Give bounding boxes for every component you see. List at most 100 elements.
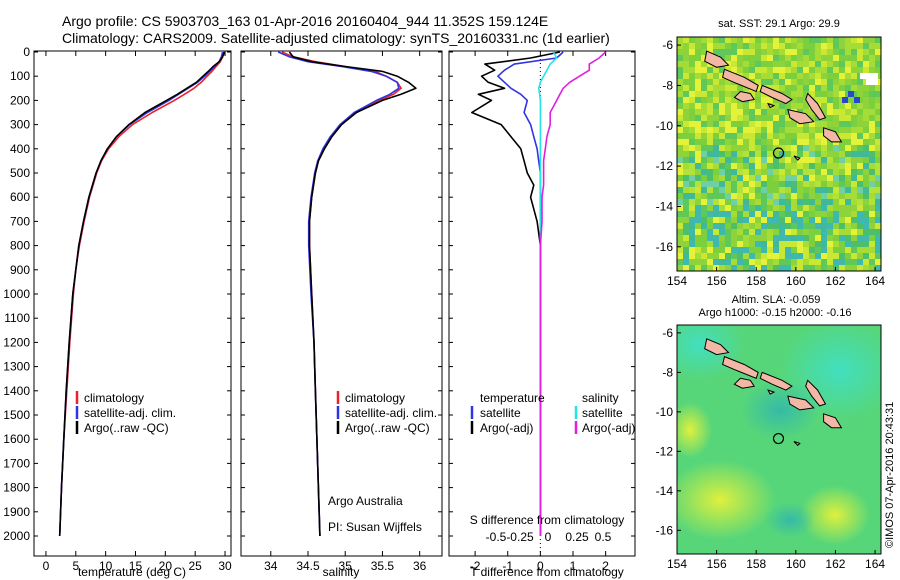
sst-cell <box>857 175 863 181</box>
sst-cell <box>791 121 797 127</box>
sst-cell <box>731 97 737 103</box>
sst-cell <box>815 55 821 61</box>
sst-cell <box>797 217 803 223</box>
sst-cell <box>737 127 743 133</box>
sst-cell <box>737 139 743 145</box>
sst-cell <box>833 115 839 121</box>
sst-cell-missing <box>860 73 866 79</box>
y-tick-label: 1700 <box>3 456 30 470</box>
sst-cell <box>719 247 725 253</box>
sst-cell <box>839 181 845 187</box>
sst-cell <box>761 109 767 115</box>
sst-cell <box>677 253 683 259</box>
sst-cell <box>689 139 695 145</box>
sst-cell <box>857 133 863 139</box>
sst-cell <box>803 163 809 169</box>
sst-cell <box>851 43 857 49</box>
sst-cell <box>713 169 719 175</box>
sst-cell <box>731 211 737 217</box>
sst-cell <box>791 151 797 157</box>
sst-cell <box>677 259 683 265</box>
sst-cell <box>683 223 689 229</box>
sst-cell <box>845 265 851 271</box>
map-x-tick-label: 158 <box>746 274 766 288</box>
sst-cell <box>707 163 713 169</box>
sst-cell <box>713 217 719 223</box>
sst-cell <box>731 181 737 187</box>
sst-cell <box>869 223 875 229</box>
sst-cell <box>701 37 707 43</box>
sst-cell <box>851 265 857 271</box>
sst-cell <box>683 247 689 253</box>
sst-cell <box>863 169 869 175</box>
sst-cell <box>731 49 737 55</box>
sst-cell <box>797 247 803 253</box>
sst-cell <box>737 115 743 121</box>
sst-cell <box>809 67 815 73</box>
sst-cell <box>737 61 743 67</box>
sst-cell <box>701 205 707 211</box>
sst-cell <box>809 121 815 127</box>
sst-cell <box>725 229 731 235</box>
sst-cell <box>833 199 839 205</box>
sst-cell <box>689 91 695 97</box>
legend-label-argo: Argo(..raw -QC) <box>84 421 169 435</box>
sst-cell <box>821 91 827 97</box>
sst-cell <box>737 181 743 187</box>
sst-cell <box>803 229 809 235</box>
sst-cell <box>707 43 713 49</box>
argo-position-marker-sst <box>772 147 785 159</box>
sst-cell <box>869 253 875 259</box>
sst-cell <box>719 163 725 169</box>
sst-cell <box>761 253 767 259</box>
sst-cell <box>875 247 881 253</box>
sst-cell <box>677 193 683 199</box>
sst-cell <box>833 97 839 103</box>
sst-cell <box>713 133 719 139</box>
sst-cell <box>695 163 701 169</box>
sst-cell <box>779 85 785 91</box>
sst-cell <box>785 169 791 175</box>
sst-cell <box>725 187 731 193</box>
sst-cell <box>719 193 725 199</box>
sst-cell <box>803 79 809 85</box>
sst-cell <box>845 247 851 253</box>
sst-cell <box>845 241 851 247</box>
sst-cell <box>755 157 761 163</box>
sst-cell <box>695 121 701 127</box>
sst-cell <box>695 169 701 175</box>
sst-cell <box>701 163 707 169</box>
y-tick-label: 1500 <box>3 408 30 422</box>
sst-cell <box>767 229 773 235</box>
sst-cell <box>731 55 737 61</box>
sst-cell <box>713 163 719 169</box>
sst-cell <box>809 157 815 163</box>
sst-cell <box>683 43 689 49</box>
sst-cell <box>767 223 773 229</box>
sst-cell <box>737 223 743 229</box>
sst-cell <box>833 229 839 235</box>
sst-cell <box>809 199 815 205</box>
sst-cell <box>719 235 725 241</box>
sst-cell <box>773 163 779 169</box>
sst-cell <box>689 187 695 193</box>
sst-cell <box>683 229 689 235</box>
x-tick-label: -1 <box>502 559 513 573</box>
sst-cell <box>803 175 809 181</box>
sst-cell <box>791 247 797 253</box>
sst-cell <box>875 163 881 169</box>
sst-cell <box>773 211 779 217</box>
sst-cell <box>797 241 803 247</box>
sst-cell <box>731 127 737 133</box>
sst-cell <box>695 157 701 163</box>
sst-cell <box>767 67 773 73</box>
sst-cell <box>791 91 797 97</box>
sst-cell <box>779 223 785 229</box>
sst-cell <box>851 121 857 127</box>
sst-cell <box>701 241 707 247</box>
sst-cell <box>743 265 749 271</box>
y-tick-label: 1900 <box>3 505 30 519</box>
sst-cell <box>749 247 755 253</box>
sst-cell <box>851 109 857 115</box>
sst-cell <box>731 199 737 205</box>
